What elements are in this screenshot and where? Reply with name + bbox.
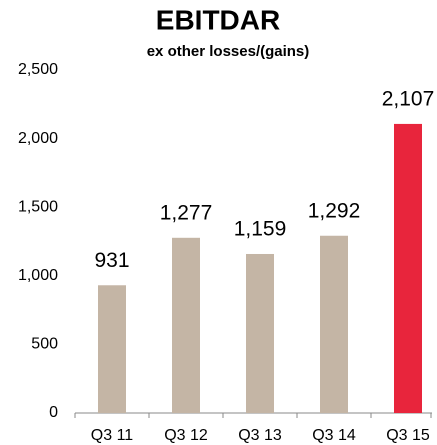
x-tick-label: Q3 13 [238, 427, 282, 444]
chart-title: EBITDAR [156, 4, 280, 35]
bar [98, 285, 126, 413]
data-label: 1,277 [160, 201, 213, 224]
x-tick-label: Q3 12 [164, 427, 208, 444]
bar [320, 235, 348, 413]
data-label: 1,292 [308, 199, 361, 222]
x-tick-label: Q3 14 [312, 427, 356, 444]
chart-subtitle: ex other losses/(gains) [147, 43, 310, 60]
y-tick-label: 1,000 [18, 267, 58, 284]
data-label: 1,159 [234, 218, 287, 241]
bar [172, 237, 200, 413]
y-tick-label: 2,500 [18, 61, 58, 78]
x-tick-label: Q3 11 [91, 427, 134, 444]
bar [394, 123, 422, 413]
y-tick-label: 2,000 [18, 130, 58, 147]
y-tick-label: 1,500 [18, 198, 58, 215]
y-tick-label: 0 [49, 404, 58, 421]
data-label: 2,107 [382, 87, 435, 110]
x-tick-label: Q3 15 [386, 427, 430, 444]
y-tick-label: 500 [31, 336, 58, 353]
bar [246, 253, 274, 413]
data-label: 931 [94, 249, 129, 272]
